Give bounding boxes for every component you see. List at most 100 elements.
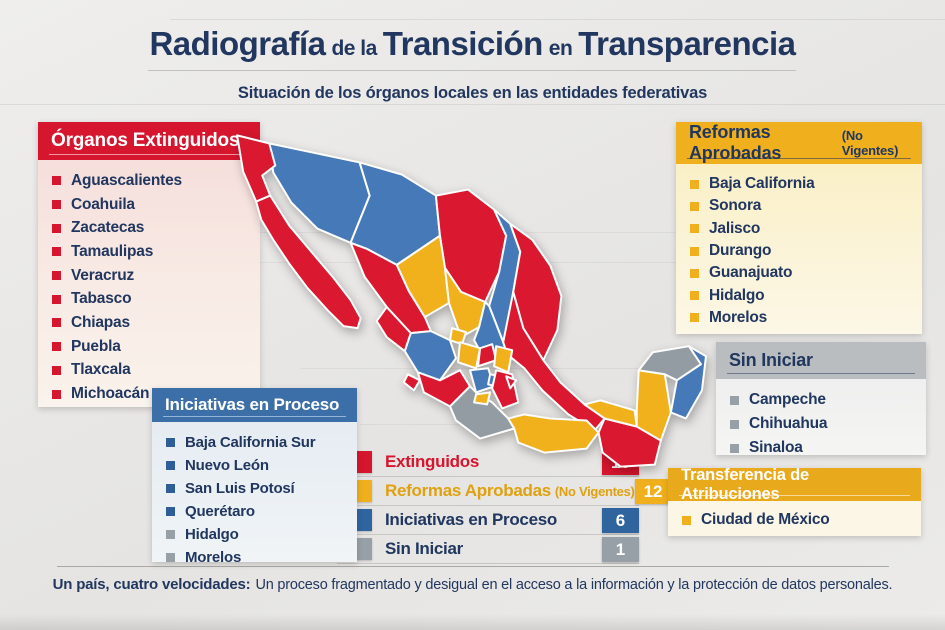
list-item: Morelos xyxy=(690,307,910,329)
bullet-icon xyxy=(52,200,61,210)
legend-row-sin-iniciar: Sin Iniciar 1 xyxy=(337,535,639,564)
panel-reformas-header: Reformas Aprobadas (No Vigentes) xyxy=(676,122,922,164)
extinguidos-list: Aguascalientes Coahuila Zacatecas Tamaul… xyxy=(38,160,260,412)
list-item: Baja California Sur xyxy=(166,431,345,454)
state-morelos xyxy=(473,391,492,406)
list-item: Puebla xyxy=(52,335,248,359)
state-tamaulipas xyxy=(509,222,563,362)
transferencia-list: Ciudad de México xyxy=(668,501,921,541)
panel-organos-extinguidos: Órganos Extinguidos Aguascalientes Coahu… xyxy=(38,122,260,407)
title-word: en xyxy=(548,37,573,60)
list-item: Sonora xyxy=(690,195,910,217)
iniciativas-list: Baja California Sur Nuevo León San Luis … xyxy=(152,422,357,575)
state-label: Tabasco xyxy=(71,290,132,308)
panel-title-suffix: (No Vigentes) xyxy=(841,128,899,158)
panel-title: Reformas Aprobadas xyxy=(689,122,782,163)
panel-title: Órganos Extinguidos xyxy=(51,130,240,151)
panel-iniciativas-en-proceso: Iniciativas en Proceso Baja California S… xyxy=(152,388,357,566)
list-item: Tlaxcala xyxy=(52,359,248,383)
page-title: Radiografía de la Transición en Transpar… xyxy=(0,24,945,71)
legend-count-badge: 12 xyxy=(634,478,672,504)
legend-row-reformas: Reformas Aprobadas (No Vigentes) 12 xyxy=(337,477,672,506)
legend-label: Reformas Aprobadas (No Vigentes) xyxy=(385,481,635,500)
list-item: San Luis Potosí xyxy=(166,477,345,500)
state-label: Chihuahua xyxy=(749,415,828,432)
state-yucatan xyxy=(637,345,702,382)
state-label: Aguascalientes xyxy=(71,171,182,189)
bullet-icon xyxy=(52,294,61,304)
state-quintana-roo xyxy=(669,345,707,420)
bullet-icon xyxy=(52,365,61,375)
list-item: Jalisco xyxy=(690,218,910,240)
state-label: Durango xyxy=(709,242,772,260)
bullet-icon xyxy=(52,247,61,257)
bullet-icon xyxy=(52,223,61,233)
state-michoacan xyxy=(416,369,472,408)
list-item: Hidalgo xyxy=(166,523,345,546)
bullet-icon xyxy=(730,419,739,429)
panel-transferencia-atribuciones: Transferencia de Atribuciones Ciudad de … xyxy=(668,466,921,536)
state-sonora xyxy=(268,142,371,244)
list-item: Tamaulipas xyxy=(52,240,248,264)
state-jalisco xyxy=(403,330,457,382)
state-label: Guanajuato xyxy=(709,264,793,282)
footer-lead: Un país, cuatro velocidades: xyxy=(52,576,251,593)
sin-iniciar-list: Campeche Chihuahua Sinaloa xyxy=(716,379,926,466)
list-item: Zacatecas xyxy=(52,216,248,240)
state-label: Morelos xyxy=(709,308,768,326)
bullet-icon xyxy=(690,224,699,234)
state-label: Jalisco xyxy=(709,219,761,237)
list-item: Baja California xyxy=(690,173,910,195)
state-sinaloa xyxy=(349,241,432,335)
state-label: Baja California xyxy=(709,175,815,193)
bullet-icon xyxy=(690,291,699,301)
state-label: Tlaxcala xyxy=(71,361,131,379)
list-item: Coahuila xyxy=(52,193,248,217)
bullet-icon xyxy=(690,268,699,278)
state-estado-de-mexico xyxy=(469,367,496,394)
panel-iniciativas-header: Iniciativas en Proceso xyxy=(152,388,357,422)
bullet-icon xyxy=(730,395,739,405)
state-zacatecas xyxy=(443,266,487,339)
state-ciudad-de-mexico xyxy=(487,373,502,388)
state-label: Puebla xyxy=(71,337,121,355)
bullet-icon xyxy=(690,313,699,323)
state-san-luis-potosi xyxy=(473,301,509,362)
bullet-icon xyxy=(52,342,61,352)
list-item: Veracruz xyxy=(52,264,248,288)
bullet-icon xyxy=(166,507,175,516)
legend-count-badge: 10 xyxy=(602,449,639,475)
bullet-icon xyxy=(682,515,691,525)
bullet-icon xyxy=(52,389,61,399)
panel-sin-iniciar: Sin Iniciar Campeche Chihuahua Sinaloa xyxy=(716,342,926,456)
state-label: Sinaloa xyxy=(749,439,803,456)
state-label: Hidalgo xyxy=(709,286,765,304)
list-item: Chihuahua xyxy=(730,412,914,436)
list-item: Campeche xyxy=(730,388,914,412)
state-oaxaca xyxy=(507,413,600,454)
state-guanajuato xyxy=(457,341,482,370)
state-nayarit xyxy=(375,306,412,353)
footer-text: Un proceso fragmentado y desigual en el … xyxy=(255,577,893,593)
bullet-icon xyxy=(166,484,175,493)
list-item: Chiapas xyxy=(52,311,248,335)
list-item: Michoacán xyxy=(52,382,248,406)
panel-title: Iniciativas en Proceso xyxy=(165,395,340,414)
legend-count-badge: 6 xyxy=(602,507,639,533)
panel-title: Sin Iniciar xyxy=(729,350,813,370)
reformas-list: Baja California Sonora Jalisco Durango G… xyxy=(676,164,922,335)
bullet-icon xyxy=(166,461,175,470)
legend-label: Sin Iniciar xyxy=(385,539,463,558)
state-campeche xyxy=(635,369,672,442)
title-word: Radiografía xyxy=(149,25,326,62)
masthead: Radiografía de la Transición en Transpar… xyxy=(0,24,945,103)
footer-divider xyxy=(57,566,889,567)
state-chihuahua xyxy=(349,161,441,266)
page-subtitle: Situación de los órganos locales en las … xyxy=(237,84,708,102)
bullet-icon xyxy=(166,530,175,539)
state-aguascalientes xyxy=(448,327,468,346)
list-item: Aguascalientes xyxy=(52,169,248,193)
panel-sin-iniciar-header: Sin Iniciar xyxy=(716,342,926,379)
bullet-icon xyxy=(690,179,699,189)
